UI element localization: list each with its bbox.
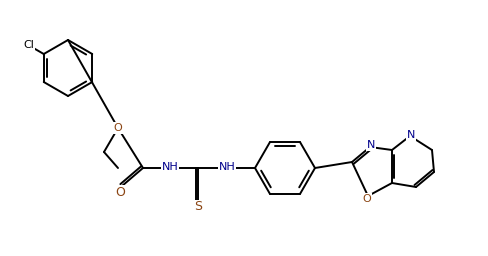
Text: N: N (407, 130, 415, 140)
Text: NH: NH (219, 162, 235, 172)
Text: N: N (367, 140, 375, 150)
Text: O: O (114, 123, 122, 133)
Text: O: O (115, 186, 125, 198)
Text: NH: NH (162, 162, 179, 172)
Text: S: S (194, 200, 202, 214)
Text: Cl: Cl (24, 40, 35, 50)
Text: O: O (363, 194, 371, 204)
